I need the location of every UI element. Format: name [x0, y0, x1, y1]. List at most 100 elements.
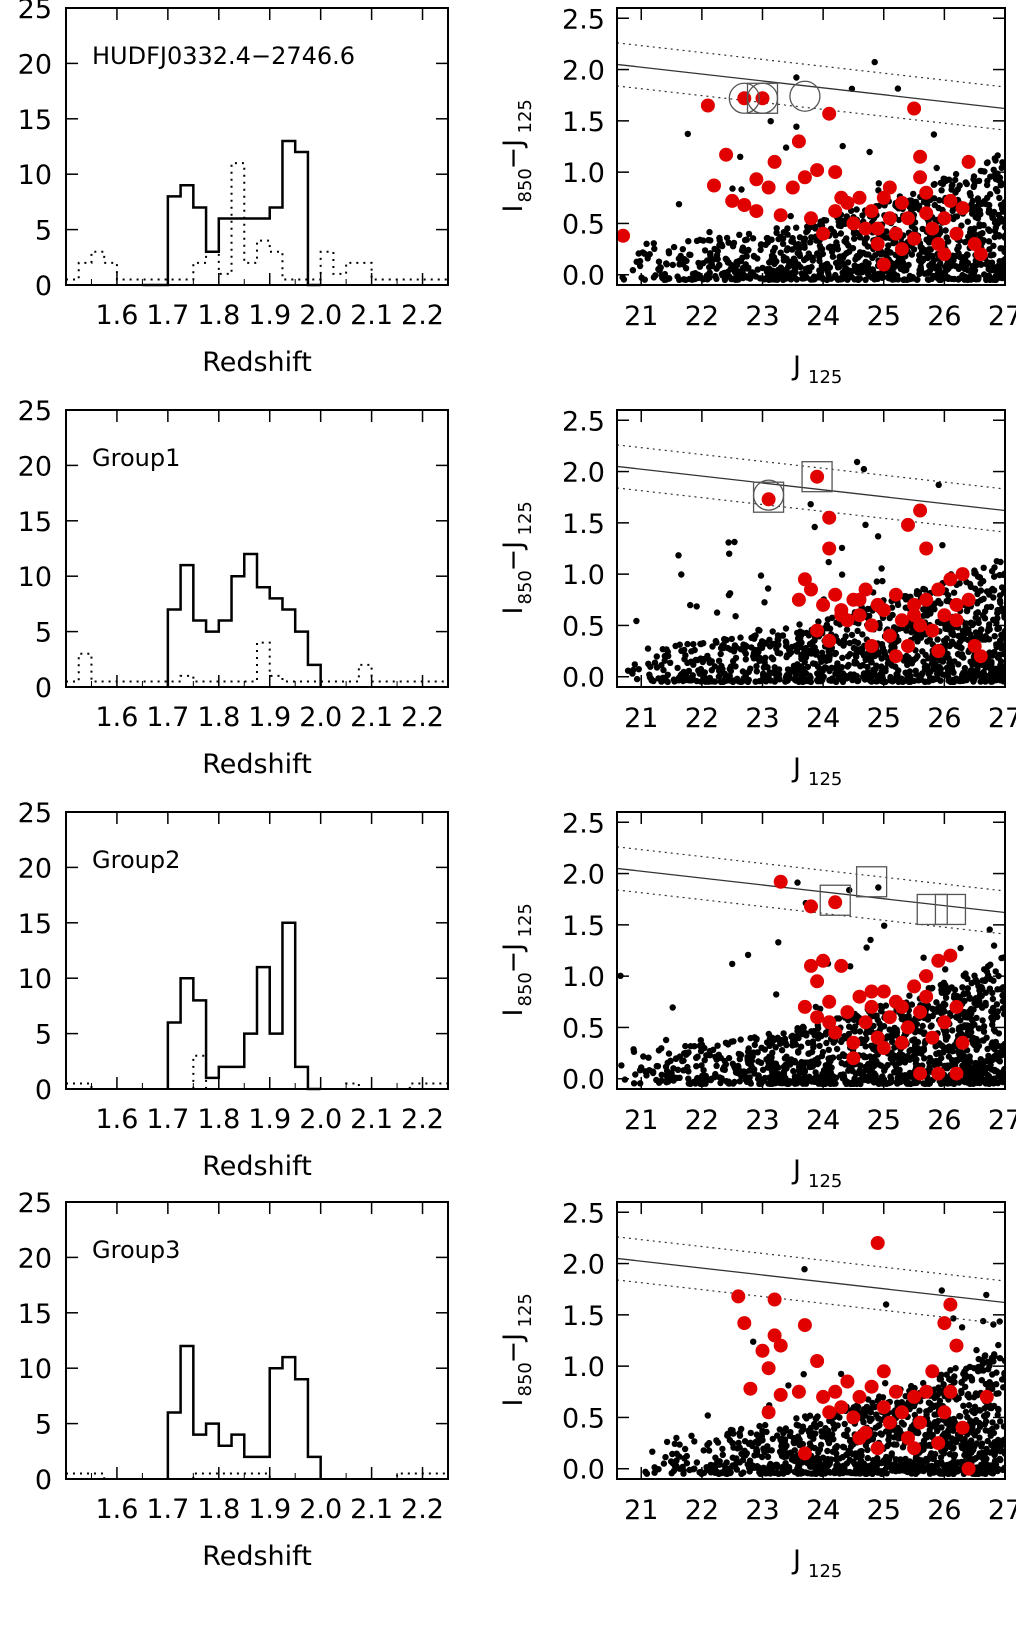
- field-galaxy-point: [980, 1317, 987, 1325]
- field-galaxy-point: [938, 989, 945, 996]
- field-galaxy-point: [919, 257, 927, 264]
- field-galaxy-point: [888, 1075, 895, 1083]
- field-galaxy-point: [655, 1079, 663, 1086]
- member-galaxy-point: [967, 237, 982, 251]
- field-galaxy-point: [807, 501, 814, 508]
- field-galaxy-point: [912, 1079, 919, 1087]
- field-galaxy-point: [851, 1028, 858, 1035]
- field-galaxy-point: [994, 986, 1001, 993]
- field-galaxy-point: [989, 989, 996, 997]
- field-galaxy-point: [665, 248, 672, 255]
- field-galaxy-point: [976, 1450, 984, 1457]
- field-galaxy-point: [991, 573, 998, 580]
- field-galaxy-point: [975, 1025, 983, 1032]
- field-galaxy-point: [1000, 954, 1005, 961]
- member-galaxy-point: [913, 1066, 928, 1081]
- member-galaxy-point: [791, 134, 806, 149]
- field-galaxy-point: [999, 984, 1005, 991]
- field-galaxy-point: [715, 657, 723, 664]
- field-galaxy-point: [979, 230, 986, 237]
- field-galaxy-point: [929, 676, 937, 684]
- field-galaxy-point: [712, 1469, 719, 1477]
- field-galaxy-point: [998, 164, 1005, 171]
- field-galaxy-point: [794, 629, 801, 637]
- field-galaxy-point: [700, 237, 707, 244]
- field-galaxy-point: [941, 175, 948, 183]
- field-galaxy-point: [797, 263, 804, 271]
- member-galaxy-point: [894, 999, 909, 1014]
- member-galaxy-point: [810, 469, 825, 484]
- field-galaxy-point: [983, 604, 991, 611]
- y-tick-label: 20: [18, 451, 52, 482]
- member-galaxy-point: [919, 541, 934, 556]
- field-galaxy-point: [756, 627, 763, 634]
- field-galaxy-point: [673, 1434, 680, 1442]
- field-galaxy-point: [772, 1079, 780, 1086]
- field-galaxy-point: [630, 1080, 638, 1087]
- y-tick-label: 10: [18, 1354, 52, 1385]
- field-galaxy-point: [685, 1075, 692, 1082]
- field-galaxy-point: [827, 1434, 834, 1441]
- field-galaxy-point: [952, 1057, 960, 1064]
- field-galaxy-point: [973, 1346, 980, 1354]
- field-galaxy-point: [859, 212, 866, 219]
- field-galaxy-point: [986, 276, 993, 283]
- field-galaxy-point: [995, 1341, 1002, 1349]
- scatter-frame: [616, 811, 1006, 1090]
- member-galaxy-point: [882, 211, 897, 226]
- field-galaxy-point: [926, 267, 934, 274]
- member-galaxy-point: [888, 226, 903, 241]
- field-galaxy-point: [834, 666, 841, 673]
- field-galaxy-point: [975, 177, 983, 184]
- member-galaxy-point: [822, 633, 837, 648]
- field-galaxy-point: [983, 1034, 990, 1041]
- field-galaxy-point: [674, 664, 681, 672]
- field-galaxy-point: [966, 1053, 973, 1060]
- y-tick-label: 5: [35, 1410, 52, 1441]
- field-galaxy-point: [877, 677, 885, 685]
- field-galaxy-point: [962, 259, 970, 266]
- field-galaxy-point: [999, 669, 1005, 676]
- field-galaxy-point: [883, 228, 890, 235]
- field-galaxy-point: [775, 939, 782, 946]
- field-galaxy-point: [807, 239, 814, 246]
- field-galaxy-point: [712, 637, 719, 645]
- field-galaxy-point: [980, 1467, 988, 1474]
- field-galaxy-point: [833, 239, 840, 246]
- y-tick-label: 10: [18, 562, 52, 593]
- field-galaxy-point: [758, 1433, 766, 1440]
- field-galaxy-point: [825, 1075, 833, 1083]
- member-galaxy-point: [967, 639, 982, 653]
- field-galaxy-point: [1000, 678, 1005, 685]
- y-axis-title-text: I: [498, 607, 529, 615]
- field-galaxy-point: [700, 1447, 707, 1454]
- field-galaxy-point: [688, 1432, 695, 1440]
- field-galaxy-point: [687, 601, 694, 609]
- field-galaxy-point: [947, 1440, 954, 1447]
- member-galaxy-point: [719, 147, 734, 162]
- x-tick-label: 2.1: [350, 300, 393, 331]
- field-galaxy-point: [885, 242, 892, 249]
- field-galaxy-point: [964, 1065, 971, 1072]
- field-galaxy-point: [845, 242, 852, 249]
- field-galaxy-point: [958, 1444, 966, 1452]
- member-galaxy-point: [937, 608, 952, 623]
- field-galaxy-point: [786, 1467, 793, 1474]
- field-galaxy-point: [799, 629, 806, 636]
- field-galaxy-point: [921, 270, 928, 277]
- member-galaxy-point: [858, 582, 873, 597]
- field-galaxy-point: [886, 275, 893, 282]
- field-galaxy-point: [879, 1073, 886, 1080]
- field-galaxy-point: [664, 671, 671, 678]
- field-galaxy-point: [847, 963, 854, 970]
- field-galaxy-point: [838, 275, 846, 283]
- histogram-frame: [65, 7, 449, 286]
- field-galaxy-point: [862, 263, 869, 270]
- field-galaxy-point: [693, 603, 700, 610]
- field-galaxy-point: [912, 198, 920, 206]
- field-galaxy-point: [957, 944, 964, 952]
- histogram-frame: [65, 811, 449, 1090]
- field-galaxy-point: [747, 1429, 754, 1437]
- member-galaxy-point: [846, 216, 861, 231]
- field-galaxy-point: [671, 1074, 678, 1081]
